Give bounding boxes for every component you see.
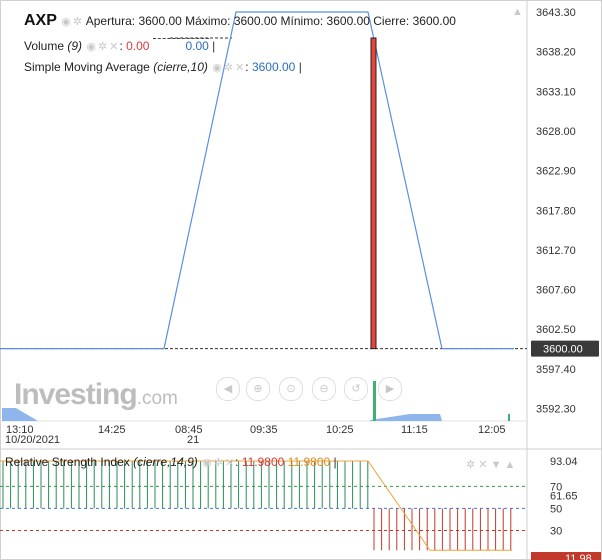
rsi-tick-label: 61.65 bbox=[550, 491, 578, 503]
investing-logo: Investing.com bbox=[14, 378, 178, 412]
legend-symbol-row: AXP ◉ ✲ Apertura: 3600.00 Máximo: 3600.00… bbox=[24, 12, 456, 29]
pane-controls-rsi: ✲ ✕ ▼ ▲ bbox=[466, 458, 515, 472]
price-tick-label: 3622.90 bbox=[536, 166, 576, 178]
close-icon[interactable]: ✕ bbox=[224, 457, 235, 469]
price-tick-label: 3628.00 bbox=[536, 126, 576, 138]
volume-value: 0.00 bbox=[126, 39, 150, 53]
last-price-badge bbox=[531, 340, 599, 357]
cursor-bar: | bbox=[298, 60, 302, 74]
volume-area bbox=[2, 408, 38, 421]
eye-icon[interactable]: ◉ bbox=[86, 41, 96, 53]
zoom-in-icon[interactable]: ⊕ bbox=[246, 377, 270, 401]
price-tick-label: 3633.10 bbox=[536, 86, 576, 98]
zoom-reset-icon[interactable]: ⊙ bbox=[279, 377, 303, 401]
time-tick-label: 14:25 bbox=[98, 424, 126, 436]
price-tick-label: 3643.30 bbox=[536, 7, 576, 19]
rsi-tick-label: 93.04 bbox=[550, 456, 578, 468]
move-up-icon[interactable]: ▲ bbox=[504, 459, 516, 471]
volume-label: Volume bbox=[24, 39, 65, 53]
sma-param: (cierre,10) bbox=[153, 60, 208, 74]
volume-param: (9) bbox=[67, 39, 83, 53]
legend-sma-row: Simple Moving Average (cierre,10) ◉ ✲ ✕: 3… bbox=[24, 60, 302, 74]
rsi-value: 11.9800 bbox=[241, 455, 285, 469]
settings-icon[interactable]: ✲ bbox=[223, 62, 234, 74]
rsi-label: Relative Strength Index bbox=[5, 455, 130, 469]
close-icon[interactable]: ✕ bbox=[478, 459, 488, 471]
legend-rsi-row: Relative Strength Index (cierre,14,9) ◉ ✲… bbox=[5, 455, 337, 469]
date-label: 21 bbox=[187, 434, 199, 446]
eye-icon[interactable]: ◉ bbox=[61, 16, 71, 28]
eye-icon[interactable]: ◉ bbox=[212, 62, 222, 74]
sma-line bbox=[0, 11, 514, 350]
close-icon[interactable]: ✕ bbox=[235, 62, 245, 74]
price-tick-label: 3638.20 bbox=[536, 47, 576, 59]
rsi-last-label: 11.98 bbox=[565, 553, 592, 560]
volume-area-right bbox=[370, 414, 442, 421]
rsi-tick-label: 70 bbox=[550, 481, 562, 493]
volume-value-2: 0.00 bbox=[152, 38, 209, 53]
eye-icon[interactable]: ◉ bbox=[202, 457, 212, 469]
date-label: 10/20/2021 bbox=[5, 434, 60, 446]
reset-icon[interactable]: ↺ bbox=[344, 377, 368, 401]
scroll-left-icon[interactable]: ◀ bbox=[216, 377, 240, 401]
rsi-param: (cierre,14,9) bbox=[133, 455, 198, 469]
close-icon[interactable]: ✕ bbox=[109, 41, 119, 53]
scroll-right-icon[interactable]: ▶ bbox=[378, 377, 402, 401]
axes: 3643.30 3638.20 3633.10 3628.00 3622.90 3617.… bbox=[5, 7, 601, 560]
symbol-name: AXP bbox=[24, 12, 57, 29]
settings-icon[interactable]: ✲ bbox=[98, 41, 108, 53]
price-tick-label: 3597.40 bbox=[536, 364, 576, 376]
last-price-label: 3600.00 bbox=[543, 344, 583, 356]
volume-bar bbox=[508, 414, 510, 421]
price-tick-label: 3612.70 bbox=[536, 245, 576, 257]
settings-icon[interactable]: ✲ bbox=[466, 459, 476, 471]
logo-suffix: .com bbox=[136, 388, 178, 409]
pane-controls-top: ▲ bbox=[512, 5, 523, 19]
time-tick-label: 13:10 bbox=[6, 424, 34, 436]
volume-bar bbox=[373, 381, 376, 421]
price-tick-label: 3602.50 bbox=[536, 324, 576, 336]
time-tick-label: 08:45 bbox=[175, 424, 203, 436]
logo-brand: Investing bbox=[14, 378, 138, 411]
price-tick-label: 3607.60 bbox=[536, 285, 576, 297]
settings-icon[interactable]: ✲ bbox=[213, 457, 223, 469]
price-tick-label: 3592.30 bbox=[536, 404, 576, 416]
legend-volume-row: Volume (9) ◉ ✲ ✕: 0.00 0.00 | bbox=[24, 38, 216, 53]
zoom-out-icon[interactable]: ⊖ bbox=[312, 377, 336, 401]
rsi-pane bbox=[0, 460, 527, 551]
price-tick-label: 3617.80 bbox=[536, 205, 576, 217]
cursor-bar: | bbox=[333, 455, 337, 469]
sma-label: Simple Moving Average bbox=[24, 60, 150, 74]
rsi-tick-label: 50 bbox=[550, 503, 562, 515]
ohlc-text: Apertura: 3600.00 Máximo: 3600.00 Mínimo… bbox=[85, 14, 456, 28]
cursor-bar: | bbox=[212, 39, 216, 53]
rsi-line bbox=[0, 460, 512, 551]
price-candle[interactable] bbox=[370, 37, 377, 350]
settings-icon[interactable]: ✲ bbox=[72, 16, 83, 28]
rsi-value-2: 11.9800 bbox=[287, 455, 331, 469]
sma-value: 3600.00 bbox=[251, 60, 296, 74]
move-down-icon[interactable]: ▼ bbox=[490, 459, 502, 471]
time-tick-label: 10:25 bbox=[326, 424, 354, 436]
time-tick-label: 12:05 bbox=[478, 424, 506, 436]
time-tick-label: 09:35 bbox=[250, 424, 278, 436]
rsi-tick-label: 30 bbox=[550, 525, 562, 537]
rsi-last-badge bbox=[531, 552, 601, 560]
time-tick-label: 11:15 bbox=[401, 424, 428, 436]
collapse-up-icon[interactable]: ▲ bbox=[512, 6, 523, 18]
